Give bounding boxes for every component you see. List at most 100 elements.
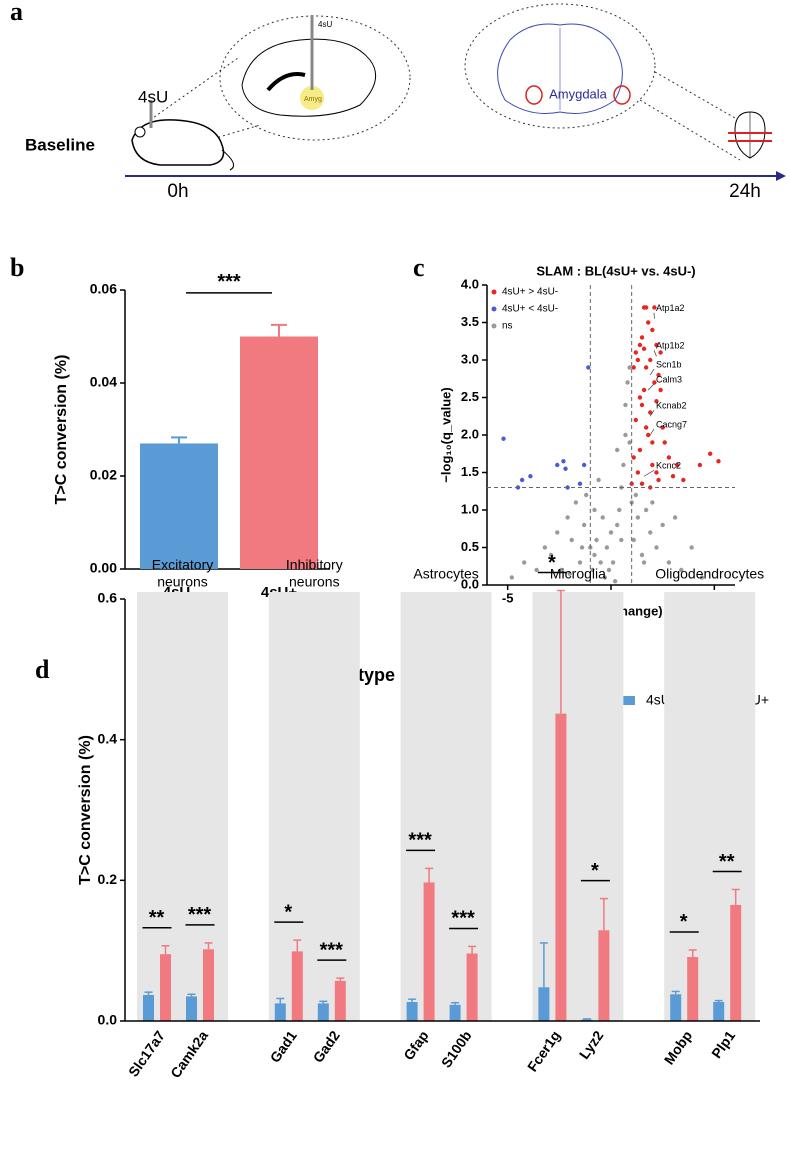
point	[660, 522, 665, 528]
bar	[240, 336, 318, 569]
point	[623, 402, 628, 408]
point	[577, 481, 583, 486]
point	[654, 545, 659, 550]
zoom-ellipse	[219, 15, 411, 141]
point	[635, 515, 641, 520]
point	[619, 537, 624, 543]
legend-marker	[491, 323, 497, 329]
bar	[203, 949, 214, 1021]
bar	[186, 996, 197, 1021]
significance: ***	[188, 904, 212, 926]
annotation-leader	[643, 469, 655, 477]
point	[563, 466, 568, 471]
x-tick-label: Mobp	[661, 1028, 696, 1068]
point	[604, 545, 610, 550]
bar	[713, 1002, 725, 1021]
annotation: Kcnab2	[656, 401, 687, 411]
label: Amyg	[304, 96, 322, 103]
point	[586, 365, 591, 370]
significance: **	[719, 851, 735, 873]
point	[654, 470, 659, 475]
point	[615, 522, 620, 528]
label: 4sU	[318, 20, 332, 29]
point	[716, 459, 721, 464]
legend-label: ns	[502, 321, 513, 332]
point	[643, 305, 649, 310]
y-tick-label: 0.4	[98, 730, 118, 746]
group-label: neurons	[289, 574, 340, 590]
panel-label: c	[413, 253, 425, 282]
point	[639, 552, 645, 558]
annotation: Atp1a2	[656, 303, 685, 313]
point	[606, 567, 612, 573]
point	[555, 530, 560, 535]
group-band	[400, 592, 492, 1021]
label: Baseline	[25, 135, 95, 154]
annotation: Atp1b2	[656, 341, 685, 351]
bar	[466, 953, 478, 1021]
annotation: Scn1b	[656, 359, 682, 369]
zoom-line	[639, 99, 741, 161]
mouse-tail	[221, 149, 235, 171]
point	[633, 417, 638, 423]
point	[577, 560, 583, 565]
point	[648, 410, 653, 415]
bar	[406, 1002, 418, 1021]
point	[631, 455, 636, 460]
annotation-leader	[649, 368, 655, 376]
label: Amygdala	[549, 86, 608, 101]
legend-marker	[491, 289, 497, 295]
x-tick-label: Gfap	[400, 1028, 431, 1063]
y-tick-label: 0.02	[90, 467, 117, 483]
label: 24h	[729, 181, 761, 202]
x-tick-label: Fcer1g	[524, 1028, 563, 1075]
point	[643, 365, 649, 370]
group-label: neurons	[157, 574, 208, 590]
timeline-arrow	[776, 171, 786, 181]
point	[627, 440, 632, 445]
point	[561, 459, 566, 464]
annotation-leader	[649, 410, 655, 417]
y-tick-label: 3.5	[461, 314, 479, 329]
bar	[143, 994, 154, 1021]
point	[635, 357, 641, 363]
point	[600, 515, 605, 520]
point	[660, 425, 665, 430]
y-tick-label: 0.0	[461, 576, 479, 591]
point	[652, 305, 657, 310]
point	[555, 462, 560, 468]
y-tick-label: 1.0	[461, 501, 479, 516]
significance: *	[548, 552, 556, 574]
point	[648, 530, 653, 535]
point	[670, 474, 676, 479]
zoom-ellipse	[464, 3, 656, 129]
bar	[598, 930, 610, 1021]
point	[594, 537, 599, 543]
point	[650, 462, 655, 468]
bar	[449, 1004, 461, 1021]
amygdala-region	[300, 86, 324, 110]
y-tick-label: 1.5	[461, 464, 479, 479]
bar	[423, 882, 435, 1021]
point	[569, 537, 574, 543]
point	[646, 320, 651, 325]
bar	[670, 994, 682, 1021]
point	[689, 545, 694, 550]
panel-label: b	[10, 253, 24, 282]
group-label: Inhibitory	[286, 557, 343, 573]
bar	[730, 904, 742, 1021]
bar	[291, 951, 303, 1021]
x-tick-label: Camk2a	[167, 1027, 211, 1080]
significance: ***	[451, 908, 475, 930]
bar	[334, 980, 346, 1021]
point	[542, 545, 548, 550]
point	[559, 567, 564, 573]
annotation-leader	[649, 428, 655, 436]
amygdala-outline	[613, 85, 631, 105]
point	[608, 530, 614, 535]
group-band	[664, 592, 756, 1021]
point	[633, 350, 638, 355]
group-label: Microglia	[550, 566, 606, 582]
point	[650, 500, 655, 505]
legend-label: 4sU+ < 4sU-	[502, 304, 558, 315]
